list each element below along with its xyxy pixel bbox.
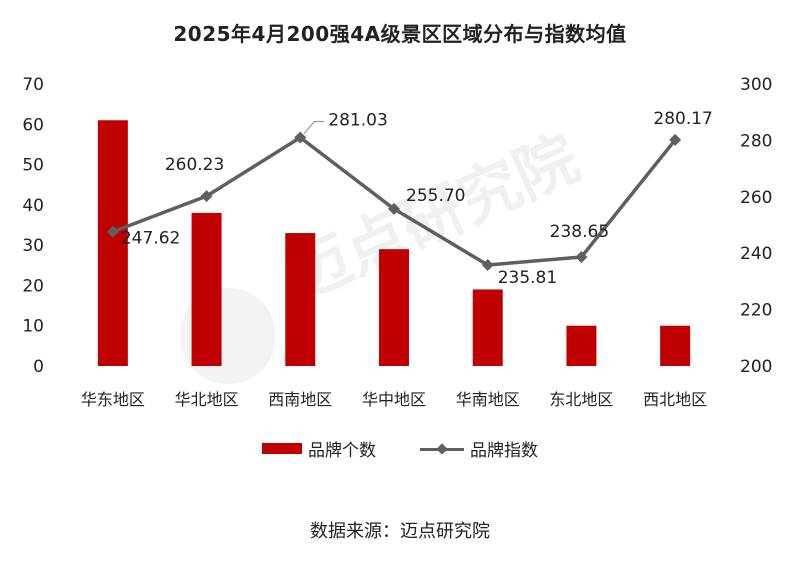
index-marker-2 (200, 190, 213, 203)
index-marker-4 (388, 202, 400, 215)
index-data-label: 281.03 (328, 110, 387, 130)
left-axis-tick: 40 (22, 196, 44, 216)
left-axis-tick: 70 (22, 75, 44, 95)
chart-title: 2025年4月200强4A级景区区域分布与指数均值 (173, 22, 627, 46)
category-label: 华南地区 (456, 390, 520, 409)
index-marker-7 (669, 133, 682, 146)
bar-7 (660, 325, 691, 366)
index-marker-5 (481, 259, 494, 272)
legend-line-swatch (420, 442, 464, 456)
index-marker-6 (575, 251, 588, 264)
index-data-label: 238.65 (550, 222, 609, 242)
index-data-label: 235.81 (498, 268, 557, 288)
bar-5 (472, 289, 503, 366)
category-label: 华东地区 (81, 390, 145, 409)
legend-item-bar[interactable]: 品牌个数 (262, 436, 376, 461)
legend-line-label: 品牌指数 (470, 441, 538, 461)
index-data-label: 247.62 (121, 229, 180, 249)
bar-4 (379, 249, 409, 366)
left-axis-tick: 60 (22, 115, 44, 135)
right-axis-tick: 300 (740, 75, 772, 95)
index-data-label: 260.23 (165, 155, 224, 175)
right-axis-tick: 200 (740, 357, 772, 377)
category-label: 西南地区 (268, 390, 332, 409)
right-axis-tick: 220 (740, 301, 772, 321)
left-axis-tick: 50 (22, 156, 44, 176)
category-label: 华北地区 (175, 390, 239, 409)
bar-2 (191, 212, 222, 366)
category-label: 西北地区 (643, 390, 707, 409)
bar-6 (566, 325, 597, 366)
source-note: 数据来源：迈点研究院 (310, 521, 490, 542)
right-axis-tick: 260 (740, 188, 772, 208)
left-axis-tick: 30 (22, 236, 44, 256)
index-data-label: 280.17 (653, 109, 712, 129)
index-data-label: 255.70 (406, 186, 465, 206)
data-label-leader (303, 120, 325, 134)
legend-bar-swatch (262, 443, 302, 454)
category-label: 东北地区 (549, 390, 613, 409)
right-axis-tick: 280 (740, 131, 772, 151)
bar-1 (97, 120, 128, 366)
left-axis-tick: 10 (22, 317, 44, 337)
legend-item-line[interactable]: 品牌指数 (420, 436, 538, 461)
category-label: 华中地区 (362, 390, 426, 409)
right-axis-tick: 240 (740, 244, 772, 264)
left-axis-tick: 20 (22, 276, 44, 296)
legend: 品牌个数 品牌指数 (0, 436, 800, 461)
index-marker-3 (294, 131, 307, 144)
left-axis-tick: 0 (33, 357, 44, 377)
legend-bar-label: 品牌个数 (308, 441, 376, 461)
bar-3 (285, 233, 316, 366)
index-marker-1 (106, 225, 119, 238)
